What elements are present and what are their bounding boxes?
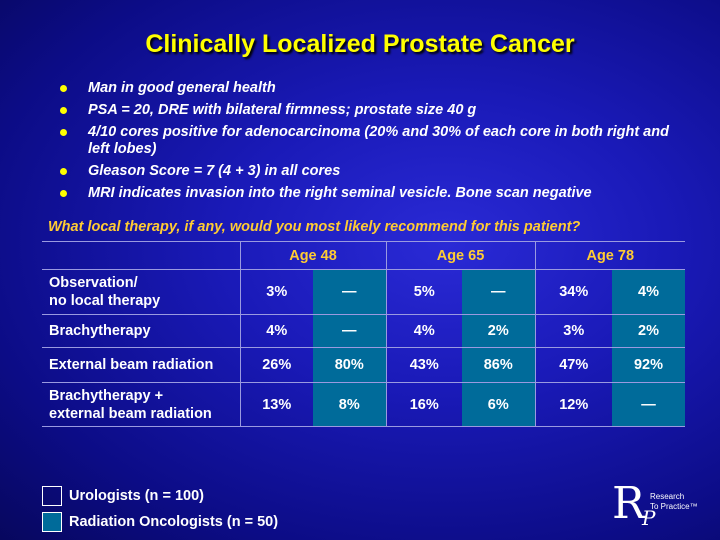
- table-row: Brachytherapy 4% — 4% 2% 3% 2%: [42, 314, 685, 348]
- bullet-text: MRI indicates invasion into the right se…: [88, 185, 592, 201]
- row-label-line1: Observation/: [49, 275, 138, 291]
- survey-question: What local therapy, if any, would you mo…: [48, 219, 581, 235]
- legend-urologists: Urologists (n = 100): [42, 485, 204, 507]
- bullet-text: PSA = 20, DRE with bilateral firmness; p…: [88, 102, 477, 118]
- row-label-line2: external beam radiation: [49, 405, 212, 422]
- radiation-oncologists-cell: —: [313, 314, 386, 348]
- bullet-dot-icon: [60, 107, 67, 114]
- urologists-cell: 12%: [534, 382, 612, 427]
- row-label-line1: Brachytherapy +: [49, 387, 164, 404]
- table-row: Brachytherapy + external beam radiation 1…: [42, 382, 685, 427]
- legend-swatch-urologists: [42, 486, 62, 506]
- radiation-oncologists-cell: —: [612, 382, 685, 427]
- bullet-item: Gleason Score = 7 (4 + 3) in all cores: [60, 163, 680, 180]
- bullet-dot-icon: [60, 190, 67, 197]
- logo-text-line2: To Practice™: [650, 502, 698, 511]
- radiation-oncologists-cell: 86%: [462, 347, 535, 383]
- radiation-oncologists-cell: 4%: [612, 269, 685, 315]
- radiation-oncologists-cell: —: [313, 269, 386, 315]
- urologists-cell: 4%: [239, 314, 313, 348]
- urologists-cell: 3%: [239, 269, 313, 315]
- legend-swatch-radiation-oncologists: [42, 512, 62, 532]
- age-header-48: Age 48: [239, 241, 386, 270]
- logo-text-line1: Research: [650, 492, 685, 501]
- urologists-cell: 43%: [385, 347, 462, 383]
- table-row: External beam radiation 26% 80% 43% 86% …: [42, 347, 685, 383]
- row-label: Brachytherapy + external beam radiation: [42, 382, 240, 427]
- logo-letter-r: R: [612, 478, 646, 529]
- legend-label-radiation-oncologists: Radiation Oncologists (n = 50): [69, 514, 279, 530]
- bullet-item: MRI indicates invasion into the right se…: [60, 185, 680, 202]
- row-label: External beam radiation: [42, 347, 240, 383]
- bullet-text: 4/10 cores positive for adenocarcinoma (…: [88, 124, 669, 157]
- bullet-dot-icon: [60, 85, 67, 92]
- header-blank-cell: [42, 241, 240, 270]
- bullet-dot-icon: [60, 129, 67, 136]
- row-label-line2: no local therapy: [49, 293, 161, 309]
- bullet-text: Gleason Score = 7 (4 + 3) in all cores: [88, 163, 341, 179]
- bullet-text: Man in good general health: [88, 80, 276, 96]
- urologists-cell: 34%: [534, 269, 612, 315]
- legend-label-urologists: Urologists (n = 100): [69, 488, 204, 504]
- row-label: Observation/no local therapy: [42, 269, 240, 315]
- legend-radiation-oncologists: Radiation Oncologists (n = 50): [42, 511, 278, 533]
- radiation-oncologists-cell: 2%: [612, 314, 685, 348]
- age-header-78: Age 78: [534, 241, 685, 270]
- urologists-cell: 13%: [239, 382, 313, 427]
- row-label: Brachytherapy: [42, 314, 240, 348]
- bullet-item: Man in good general health: [60, 80, 680, 97]
- slide-title: Clinically Localized Prostate Cancer: [145, 30, 575, 58]
- radiation-oncologists-cell: 2%: [462, 314, 535, 348]
- radiation-oncologists-cell: 6%: [462, 382, 535, 427]
- radiation-oncologists-cell: 8%: [313, 382, 386, 427]
- bullet-item: 4/10 cores positive for adenocarcinoma (…: [60, 124, 680, 158]
- urologists-cell: 26%: [239, 347, 313, 383]
- table-header-row: Age 48 Age 65 Age 78: [42, 241, 685, 270]
- radiation-oncologists-cell: —: [462, 269, 535, 315]
- survey-results-table: Age 48 Age 65 Age 78 Observation/no loca…: [42, 241, 685, 427]
- radiation-oncologists-cell: 92%: [612, 347, 685, 383]
- case-bullet-list: Man in good general health PSA = 20, DRE…: [60, 80, 680, 207]
- urologists-cell: 5%: [385, 269, 462, 315]
- urologists-cell: 4%: [385, 314, 462, 348]
- urologists-cell: 3%: [534, 314, 612, 348]
- urologists-cell: 16%: [385, 382, 462, 427]
- bullet-dot-icon: [60, 168, 67, 175]
- age-header-65: Age 65: [385, 241, 535, 270]
- urologists-cell: 47%: [534, 347, 612, 383]
- research-to-practice-logo: R P Research To Practice™: [612, 478, 712, 534]
- logo-letter-p: P: [642, 506, 656, 530]
- bullet-item: PSA = 20, DRE with bilateral firmness; p…: [60, 102, 680, 119]
- table-row: Observation/no local therapy 3% — 5% — 3…: [42, 269, 685, 315]
- radiation-oncologists-cell: 80%: [313, 347, 386, 383]
